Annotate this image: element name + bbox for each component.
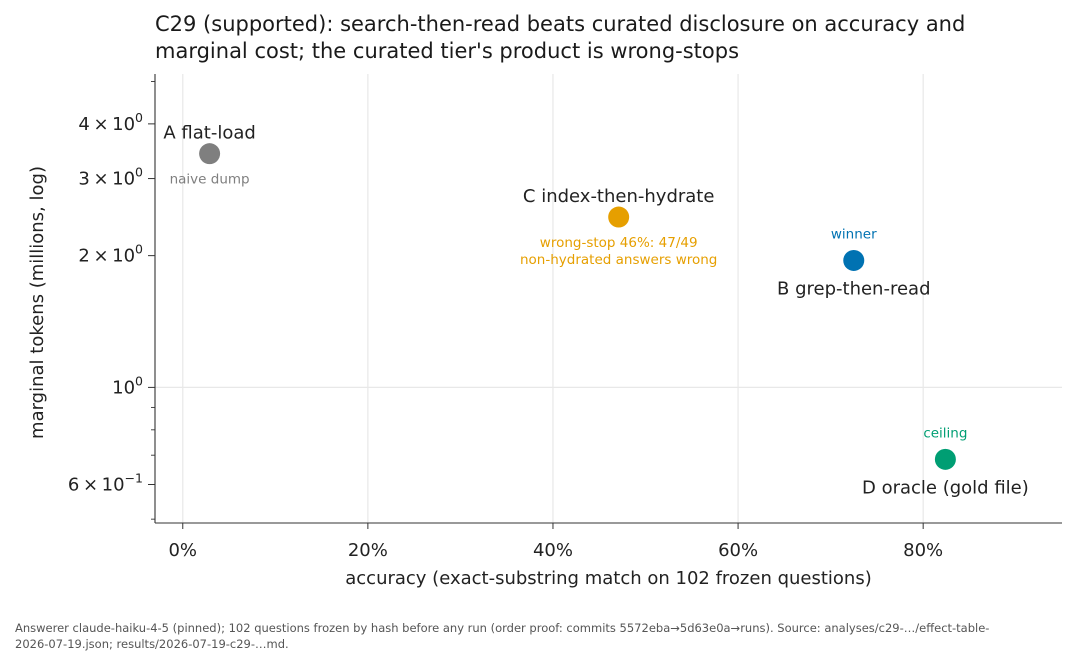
point-label: C index-then-hydrate: [523, 186, 715, 207]
chart-footnote: Answerer claude-haiku-4-5 (pinned); 102 …: [15, 621, 990, 651]
data-point: [843, 249, 865, 271]
point-label: B grep-then-read: [777, 278, 930, 299]
data-point: [608, 206, 630, 228]
point-annotation: winner: [831, 226, 877, 242]
x-tick-label: 60%: [718, 540, 758, 561]
y-tick-label: 4 × 100: [78, 110, 143, 135]
data-point: [199, 143, 221, 165]
y-tick-label: 3 × 100: [78, 165, 143, 190]
data-point: [934, 448, 956, 470]
y-tick-label: 6 × 10−1: [68, 471, 143, 496]
y-axis-label: marginal tokens (millions, log): [27, 166, 48, 439]
y-tick-label: 100: [112, 373, 143, 398]
point-annotation: wrong-stop 46%: 47/49: [540, 235, 698, 251]
point-annotation: non-hydrated answers wrong: [520, 252, 717, 268]
y-tick-label: 2 × 100: [78, 242, 143, 267]
x-tick-label: 20%: [348, 540, 388, 561]
x-tick-label: 80%: [903, 540, 943, 561]
x-axis-label: accuracy (exact-substring match on 102 f…: [345, 568, 872, 589]
point-annotation: ceiling: [923, 425, 967, 441]
point-annotation: naive dump: [170, 172, 250, 188]
chart-title: C29 (supported): search-then-read beats …: [155, 12, 966, 63]
point-label: A flat-load: [163, 123, 255, 144]
x-tick-label: 0%: [168, 540, 197, 561]
point-label: D oracle (gold file): [862, 477, 1029, 498]
x-tick-label: 40%: [533, 540, 573, 561]
